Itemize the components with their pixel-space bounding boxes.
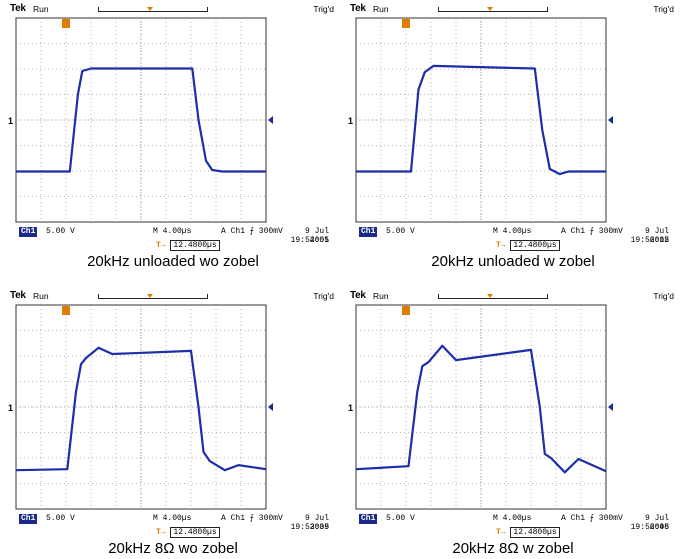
trigger-marker-icon: T→ xyxy=(496,241,506,250)
trigger-offset-value: 12.4800µs xyxy=(510,527,560,538)
waveform-graticule: 1 xyxy=(8,17,273,223)
waveform-trace xyxy=(356,64,606,176)
brand-logo: Tek xyxy=(350,290,366,301)
trigger-source: A Ch1 ⨍ 300mV xyxy=(221,227,283,236)
channel-label: Ch1 xyxy=(359,227,378,237)
trigger-level-marker xyxy=(608,116,613,124)
ground-marker: 1 xyxy=(8,116,13,126)
trigger-source: A Ch1 ⨍ 300mV xyxy=(561,514,623,523)
record-bar xyxy=(438,294,548,299)
timebase: M 4.00µs xyxy=(493,514,532,523)
scope-header: Tek Run Trig'd xyxy=(6,289,340,303)
trigger-source: A Ch1 ⨍ 300mV xyxy=(221,514,283,523)
timebase: M 4.00µs xyxy=(493,227,532,236)
trigger-marker-icon: T→ xyxy=(156,528,166,537)
panel-caption: 20kHz unloaded w zobel xyxy=(431,253,595,270)
record-bar xyxy=(438,7,548,12)
trigger-status: Trig'd xyxy=(313,291,334,301)
scope-panel: Tek Run Trig'd 1 Ch1 5.00 V M 4.00µs A C… xyxy=(346,2,680,272)
trigger-offset: T→ 12.4800µs xyxy=(496,240,560,251)
scope-panel: Tek Run Trig'd 1 Ch1 5.00 V M 4.00µs A C… xyxy=(346,289,680,559)
scope-footer: Ch1 5.00 V M 4.00µs A Ch1 ⨍ 300mV 9 Jul … xyxy=(6,226,340,272)
trigger-position-marker xyxy=(402,19,410,28)
trigger-level-marker xyxy=(268,116,273,124)
trigger-position-marker xyxy=(402,306,410,315)
scope-header: Tek Run Trig'd xyxy=(346,289,680,303)
date: 9 Jul 2005 xyxy=(304,227,329,245)
brand-logo: Tek xyxy=(10,3,26,14)
trigger-offset: T→ 12.4800µs xyxy=(156,240,220,251)
scope-footer: Ch1 5.00 V M 4.00µs A Ch1 ⨍ 300mV 9 Jul … xyxy=(6,513,340,559)
trigger-source: A Ch1 ⨍ 300mV xyxy=(561,227,623,236)
waveform-graticule: 1 xyxy=(348,17,613,223)
trigger-status: Trig'd xyxy=(313,4,334,14)
trigger-offset-value: 12.4800µs xyxy=(170,240,220,251)
waveform-trace xyxy=(16,67,266,173)
panel-caption: 20kHz 8Ω w zobel xyxy=(452,540,574,557)
ground-marker: 1 xyxy=(8,403,13,413)
trigger-offset: T→ 12.4800µs xyxy=(156,527,220,538)
acquisition-state: Run xyxy=(373,291,389,301)
channel-label: Ch1 xyxy=(19,227,38,237)
trigger-level-marker xyxy=(608,403,613,411)
volts-per-div: 5.00 V xyxy=(46,514,75,523)
scope-footer: Ch1 5.00 V M 4.00µs A Ch1 ⨍ 300mV 9 Jul … xyxy=(346,226,680,272)
ground-marker: 1 xyxy=(348,403,353,413)
ground-marker: 1 xyxy=(348,116,353,126)
brand-logo: Tek xyxy=(10,290,26,301)
scope-footer: Ch1 5.00 V M 4.00µs A Ch1 ⨍ 300mV 9 Jul … xyxy=(346,513,680,559)
scope-header: Tek Run Trig'd xyxy=(346,2,680,16)
time: 19:53:39 xyxy=(290,523,329,532)
trigger-offset-value: 12.4800µs xyxy=(170,527,220,538)
brand-logo: Tek xyxy=(350,3,366,14)
trigger-marker-icon: T→ xyxy=(156,241,166,250)
acquisition-state: Run xyxy=(33,291,49,301)
scope-header: Tek Run Trig'd xyxy=(6,2,340,16)
waveform-trace xyxy=(355,344,607,474)
date: 9 Jul 2005 xyxy=(644,514,669,532)
channel-label: Ch1 xyxy=(19,514,38,524)
date: 9 Jul 2005 xyxy=(644,227,669,245)
trigger-position-marker xyxy=(62,306,70,315)
time: 19:56:48 xyxy=(630,523,669,532)
volts-per-div: 5.00 V xyxy=(46,227,75,236)
channel-label: Ch1 xyxy=(359,514,378,524)
volts-per-div: 5.00 V xyxy=(386,514,415,523)
time: 19:56:12 xyxy=(630,236,669,245)
scope-panel: Tek Run Trig'd 1 Ch1 5.00 V M 4.00µs A C… xyxy=(6,2,340,272)
scope-panel: Tek Run Trig'd 1 Ch1 5.00 V M 4.00µs A C… xyxy=(6,289,340,559)
trigger-status: Trig'd xyxy=(653,4,674,14)
trigger-marker-icon: T→ xyxy=(496,528,506,537)
panel-caption: 20kHz unloaded wo zobel xyxy=(87,253,259,270)
trigger-level-marker xyxy=(268,403,273,411)
trigger-position-marker xyxy=(62,19,70,28)
date: 9 Jul 2005 xyxy=(304,514,329,532)
waveform-graticule: 1 xyxy=(8,304,273,510)
trigger-status: Trig'd xyxy=(653,291,674,301)
waveform-graticule: 1 xyxy=(348,304,613,510)
timebase: M 4.00µs xyxy=(153,514,192,523)
volts-per-div: 5.00 V xyxy=(386,227,415,236)
record-bar xyxy=(98,7,208,12)
trigger-offset: T→ 12.4800µs xyxy=(496,527,560,538)
acquisition-state: Run xyxy=(373,4,389,14)
panel-caption: 20kHz 8Ω wo zobel xyxy=(108,540,238,557)
waveform-trace xyxy=(15,346,267,472)
acquisition-state: Run xyxy=(33,4,49,14)
timebase: M 4.00µs xyxy=(153,227,192,236)
record-bar xyxy=(98,294,208,299)
trigger-offset-value: 12.4800µs xyxy=(510,240,560,251)
time: 19:54:01 xyxy=(290,236,329,245)
